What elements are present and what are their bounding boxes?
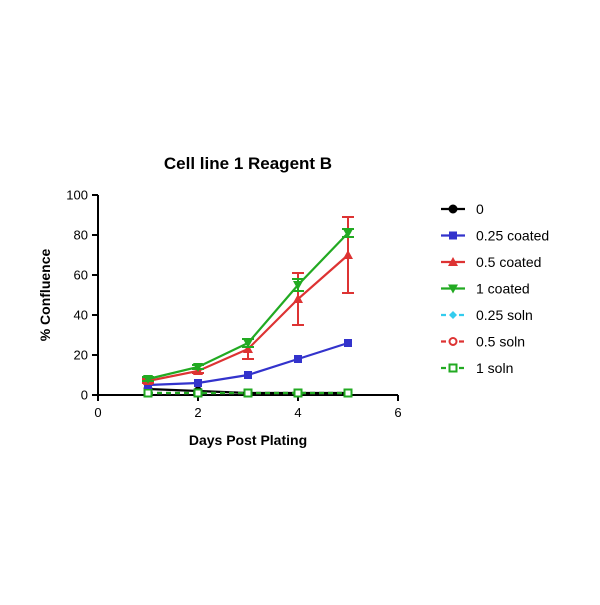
y-tick-label: 20 — [74, 348, 88, 363]
legend-item: 0.25 soln — [441, 307, 533, 323]
data-point — [194, 379, 202, 387]
legend-label: 0 — [476, 201, 484, 217]
x-axis-title: Days Post Plating — [189, 432, 307, 448]
legend-item: 0.5 soln — [441, 334, 525, 350]
data-point — [244, 371, 252, 379]
legend-marker — [448, 363, 458, 373]
x-tick-label: 4 — [294, 405, 301, 420]
legend-label: 1 coated — [476, 281, 530, 297]
y-tick-label: 40 — [74, 308, 88, 323]
series-0p5-coated — [142, 216, 354, 385]
series-1-soln — [143, 388, 353, 398]
chart-title: Cell line 1 Reagent B — [164, 154, 332, 173]
x-tick-label: 0 — [94, 405, 101, 420]
legend-label: 0.5 soln — [476, 334, 525, 350]
data-point — [294, 355, 302, 363]
legend-marker — [449, 231, 457, 240]
legend-marker — [448, 204, 458, 214]
legend-item: 0.5 coated — [441, 254, 541, 270]
data-point — [293, 281, 303, 290]
y-axis-title: % Confluence — [37, 249, 53, 342]
data-point — [243, 388, 253, 398]
legend: 0 0.25 coated 0.5 coated 1 coated 0.25 soln 0… — [441, 201, 549, 376]
legend-label: 0.5 coated — [476, 254, 541, 270]
data-point — [293, 388, 303, 398]
legend-item: 0.25 coated — [441, 228, 549, 244]
legend-marker — [448, 284, 458, 294]
data-point — [343, 250, 353, 259]
plot-area — [142, 216, 354, 398]
legend-item: 0 — [441, 201, 484, 217]
y-tick-label: 0 — [81, 388, 88, 403]
data-point — [243, 339, 253, 348]
data-point — [193, 363, 203, 372]
data-point — [143, 388, 153, 398]
y-tick-label: 60 — [74, 268, 88, 283]
data-point — [343, 229, 353, 238]
legend-marker — [448, 257, 458, 266]
x-tick-label: 6 — [394, 405, 401, 420]
data-point — [293, 294, 303, 303]
data-point — [243, 344, 253, 353]
legend-item: 1 coated — [441, 281, 530, 297]
legend-label: 0.25 soln — [476, 307, 533, 323]
data-point — [343, 388, 353, 398]
data-point — [193, 388, 203, 398]
series-1-coated — [142, 228, 354, 384]
data-point — [344, 339, 352, 347]
x-tick-label: 2 — [194, 405, 201, 420]
legend-item: 1 soln — [441, 360, 513, 376]
legend-marker — [448, 337, 458, 346]
y-tick-label: 100 — [66, 188, 88, 203]
y-tick-label: 80 — [74, 228, 88, 243]
legend-marker — [449, 311, 457, 319]
axes: 0 20 40 60 80 100 0 2 4 6 — [66, 188, 401, 421]
legend-label: 1 soln — [476, 360, 513, 376]
data-point — [143, 375, 153, 384]
legend-label: 0.25 coated — [476, 228, 549, 244]
series-line — [147, 254, 349, 383]
